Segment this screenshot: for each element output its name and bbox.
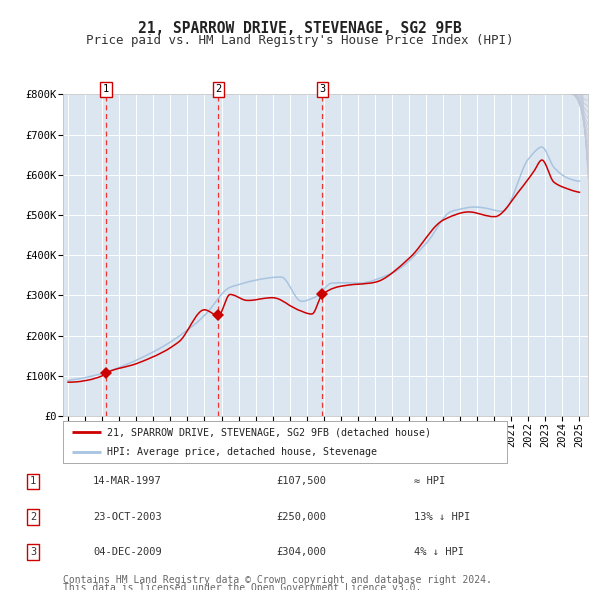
Text: 13% ↓ HPI: 13% ↓ HPI xyxy=(414,512,470,522)
Text: £304,000: £304,000 xyxy=(276,548,326,557)
Text: £107,500: £107,500 xyxy=(276,477,326,486)
Text: 21, SPARROW DRIVE, STEVENAGE, SG2 9FB (detached house): 21, SPARROW DRIVE, STEVENAGE, SG2 9FB (d… xyxy=(107,427,431,437)
Text: 2: 2 xyxy=(30,512,36,522)
Text: Price paid vs. HM Land Registry's House Price Index (HPI): Price paid vs. HM Land Registry's House … xyxy=(86,34,514,47)
Text: 3: 3 xyxy=(319,84,326,94)
Text: ≈ HPI: ≈ HPI xyxy=(414,477,445,486)
Text: 1: 1 xyxy=(30,477,36,486)
Text: 1: 1 xyxy=(103,84,109,94)
Text: 4% ↓ HPI: 4% ↓ HPI xyxy=(414,548,464,557)
Text: 23-OCT-2003: 23-OCT-2003 xyxy=(93,512,162,522)
Text: This data is licensed under the Open Government Licence v3.0.: This data is licensed under the Open Gov… xyxy=(63,583,421,590)
Text: £250,000: £250,000 xyxy=(276,512,326,522)
Text: 21, SPARROW DRIVE, STEVENAGE, SG2 9FB: 21, SPARROW DRIVE, STEVENAGE, SG2 9FB xyxy=(138,21,462,35)
Text: 3: 3 xyxy=(30,548,36,557)
Text: Contains HM Land Registry data © Crown copyright and database right 2024.: Contains HM Land Registry data © Crown c… xyxy=(63,575,492,585)
Text: 2: 2 xyxy=(215,84,221,94)
Text: 14-MAR-1997: 14-MAR-1997 xyxy=(93,477,162,486)
Text: 04-DEC-2009: 04-DEC-2009 xyxy=(93,548,162,557)
Text: HPI: Average price, detached house, Stevenage: HPI: Average price, detached house, Stev… xyxy=(107,447,377,457)
